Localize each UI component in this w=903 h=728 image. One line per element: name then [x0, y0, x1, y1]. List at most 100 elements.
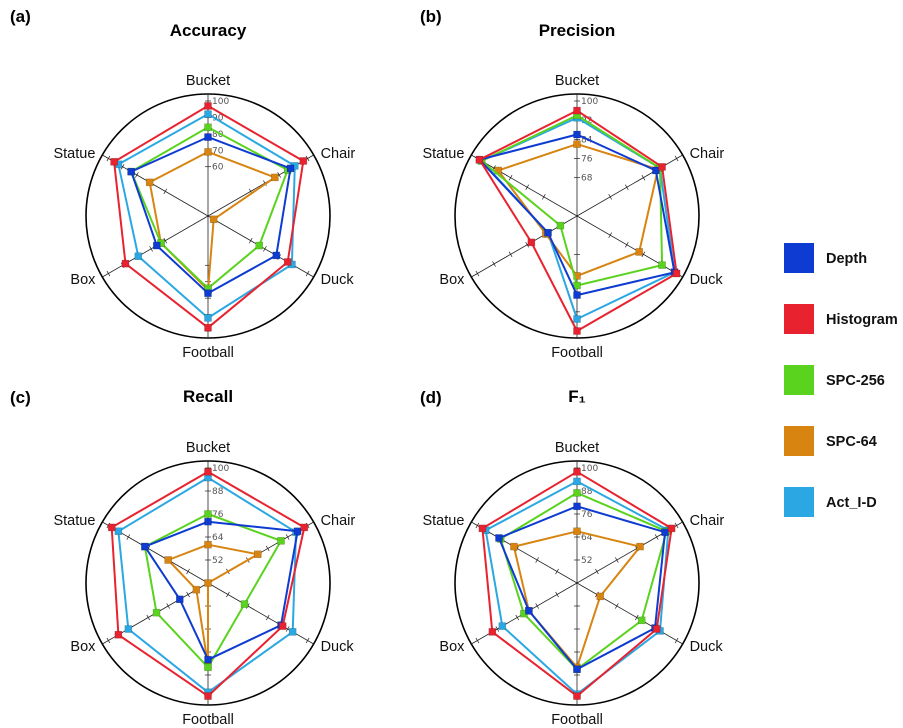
panel-title: Accuracy [170, 21, 247, 40]
data-point-depth [293, 527, 302, 536]
radar-tick-mark [305, 637, 310, 644]
axis-label-duck: Duck [321, 272, 355, 288]
radar-tick-mark [641, 251, 646, 258]
axis-label-chair: Chair [321, 513, 356, 529]
radar-tick-mark [624, 241, 629, 248]
panel-title: F₁ [568, 387, 585, 406]
data-point-depth [204, 655, 212, 664]
data-point-spc-256 [240, 600, 249, 608]
radar-tick-mark [674, 155, 679, 162]
radar-tick-mark [495, 626, 500, 632]
data-point-spc-64 [635, 248, 644, 256]
data-point-depth [544, 228, 552, 237]
legend-label: SPC-64 [826, 434, 877, 450]
radar-tick-mark [120, 163, 125, 170]
tick-label: 52 [212, 556, 223, 566]
axis-label-chair: Chair [321, 146, 356, 162]
data-point-spc-64 [510, 542, 518, 551]
data-point-depth [495, 534, 503, 542]
data-point-spc-64 [204, 148, 212, 156]
axis-label-bucket: Bucket [555, 440, 599, 456]
radar-tick-mark [163, 188, 168, 195]
data-point-depth [272, 251, 281, 260]
radar-tick-mark [634, 614, 639, 621]
axis-label-statue: Statue [53, 146, 95, 162]
radar-tick-mark [475, 637, 480, 644]
axis-label-bucket: Bucket [555, 73, 599, 89]
data-point-spc-256 [204, 123, 212, 132]
data-point-depth [204, 133, 212, 141]
data-point-histogram [667, 524, 676, 533]
tick-label: 88 [581, 487, 593, 497]
data-point-depth [525, 606, 533, 615]
legend-label: Depth [826, 251, 867, 267]
radar-panels: (a) Accuracy 60 70 80 90 100 Bucket Chair Duck Foo… [10, 7, 724, 728]
tick-label: 80 [212, 130, 224, 140]
data-point-spc-64 [209, 215, 218, 224]
data-point-spc-64 [636, 542, 644, 551]
radar-tick-mark [674, 522, 679, 529]
data-point-histogram [658, 163, 666, 171]
axis-label-chair: Chair [690, 146, 725, 162]
axis-label-statue: Statue [53, 513, 95, 529]
data-point-act-i-d [204, 110, 212, 118]
data-point-histogram [478, 524, 487, 533]
radar-tick-mark [508, 251, 513, 258]
data-point-depth [573, 502, 581, 511]
radar-panel-precision: (b)Precision68768492100BucketChairDuckFo… [420, 7, 724, 361]
series-act-i-d [114, 110, 299, 322]
panel-title: Precision [539, 21, 616, 40]
radar-tick-mark [475, 522, 480, 529]
data-point-spc-256 [658, 261, 666, 269]
radar-tick-mark [615, 603, 619, 609]
radar-tick-mark [641, 174, 646, 181]
radar-tick-mark [541, 194, 546, 200]
axis-label-bucket: Bucket [186, 440, 230, 456]
tick-label: 88 [212, 487, 224, 497]
radar-tick-mark [525, 241, 530, 248]
legend-swatch [784, 487, 814, 517]
data-point-spc-256 [556, 221, 565, 230]
radar-panel-accuracy: (a) Accuracy 60 70 80 90 100 Bucket Chair Duck Foo… [10, 7, 355, 361]
radar-tick-mark [226, 591, 230, 598]
data-point-histogram [283, 258, 292, 266]
axis-label-box: Box [70, 272, 96, 288]
data-point-depth [141, 542, 149, 551]
radar-tick-mark [555, 591, 559, 598]
legend-label: Histogram [826, 312, 898, 328]
tick-label: 90 [212, 113, 224, 123]
series-depth [495, 502, 669, 674]
data-point-histogram [204, 692, 212, 700]
tick-label: 64 [581, 533, 593, 543]
data-point-depth [661, 528, 669, 537]
data-point-depth [573, 130, 581, 139]
radar-tick-mark [615, 557, 619, 563]
data-point-depth [204, 517, 212, 526]
data-point-spc-256 [637, 616, 646, 625]
radar-tick-mark [492, 261, 496, 267]
data-point-spc-256 [277, 537, 285, 545]
radar-tick-mark [186, 568, 190, 575]
series-histogram [478, 468, 676, 700]
radar-tick-mark [277, 172, 281, 178]
legend-swatch [784, 426, 814, 456]
data-point-depth [573, 665, 581, 674]
data-point-act-i-d [288, 628, 297, 636]
data-point-spc-256 [255, 241, 264, 250]
panel-letter: (a) [10, 7, 31, 26]
axis-label-box: Box [439, 272, 465, 288]
axis-label-duck: Duck [321, 639, 355, 655]
radar-tick-mark [475, 270, 480, 277]
data-point-histogram [573, 327, 581, 335]
radar-panel-recall: (c) Recall 52 64 76 88 100 Bucket Chair Duck Footb… [10, 387, 355, 728]
radar-tick-mark [106, 155, 111, 162]
data-point-depth [652, 166, 660, 175]
tick-label: 76 [212, 510, 224, 520]
radar-tick-mark [146, 614, 151, 621]
data-point-histogram [278, 622, 287, 630]
data-point-depth [573, 291, 581, 299]
radar-tick-mark [654, 534, 659, 540]
data-point-depth [127, 167, 135, 176]
data-point-act-i-d [573, 477, 581, 486]
